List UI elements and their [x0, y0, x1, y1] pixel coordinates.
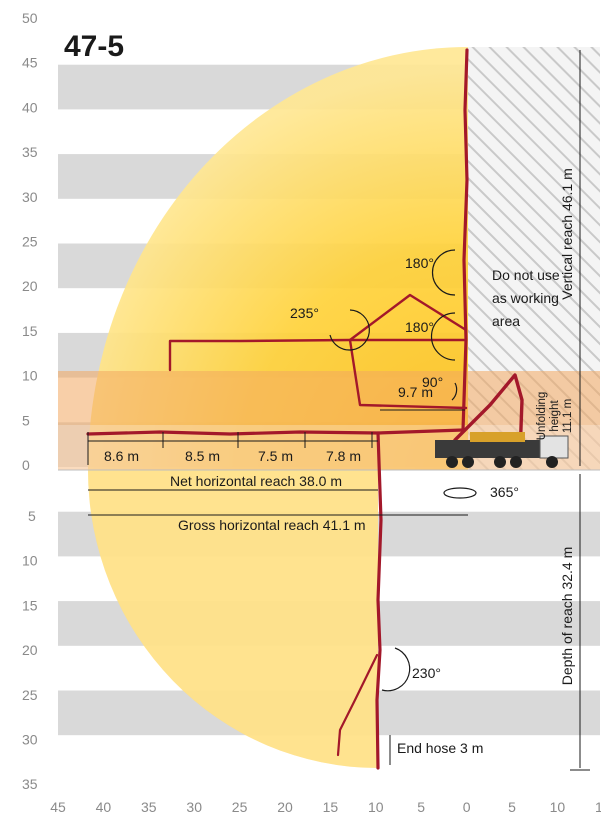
- dimension-lines: [87, 50, 590, 771]
- x-tick-label: 0: [463, 799, 471, 815]
- no-use-label-3: area: [492, 313, 520, 329]
- y-tick-label: 5: [22, 412, 30, 428]
- y-tick-label: 20: [22, 278, 38, 294]
- boom-lower-fold: [336, 653, 379, 757]
- x-tick-label: 10: [550, 799, 566, 815]
- boom-fold-235: [168, 338, 468, 372]
- rotation-365-label: 365°: [490, 484, 519, 500]
- y-tick-label: 35: [22, 776, 38, 792]
- boom-vertical: [461, 48, 469, 432]
- net-reach-label: Net horizontal reach 38.0 m: [170, 473, 342, 489]
- x-axis-ticks: 45 40 35 30 25 20 15 10 5 0 5 10 15: [50, 799, 601, 815]
- x-tick-label: 45: [50, 799, 66, 815]
- boom-fold-180: [348, 293, 468, 410]
- depth-reach-label: Depth of reach 32.4 m: [559, 547, 575, 686]
- y-tick-label: 10: [22, 368, 38, 384]
- no-use-label-2: as working: [492, 290, 559, 306]
- y-tick-label: 15: [22, 597, 38, 613]
- y-tick-label: 0: [22, 457, 30, 473]
- truck: [435, 432, 569, 468]
- y-tick-label: 15: [22, 323, 38, 339]
- y-tick-label: 50: [22, 10, 38, 26]
- vertical-reach-label: Vertical reach 46.1 m: [559, 168, 575, 300]
- boom-positions: [86, 48, 524, 770]
- rotation-arrows: [329, 249, 477, 692]
- gross-reach-label: Gross horizontal reach 41.1 m: [178, 517, 366, 533]
- y-tick-label: 40: [22, 99, 38, 115]
- annotation-labels: 8.6 m 8.5 m 7.5 m 7.8 m Net horizontal r…: [104, 168, 575, 756]
- y-tick-label: 30: [22, 189, 38, 205]
- angle-180b-label: 180°: [405, 319, 434, 335]
- x-tick-label: 15: [323, 799, 339, 815]
- y-tick-label: 5: [28, 508, 36, 524]
- end-hose-label: End hose 3 m: [397, 740, 483, 756]
- unfold-label-2: height: [549, 400, 561, 432]
- angle-235-label: 235°: [290, 305, 319, 321]
- boom-horizontal: [86, 428, 465, 436]
- boom-truck-mast: [453, 373, 524, 457]
- y-tick-label: 25: [22, 687, 38, 703]
- reach-envelope-lower: [88, 470, 378, 768]
- x-tick-label: 15: [595, 799, 601, 815]
- no-use-label-1: Do not use: [492, 267, 560, 283]
- angle-180a-label: 180°: [405, 255, 434, 271]
- reach-envelope-upper: [88, 47, 468, 470]
- x-tick-label: 35: [141, 799, 157, 815]
- segment-3-label: 7.5 m: [258, 448, 293, 464]
- unfold-label-1: Unfolding: [536, 392, 548, 441]
- y-tick-label: 45: [22, 55, 38, 71]
- segment-2-label: 8.5 m: [185, 448, 220, 464]
- x-tick-label: 25: [232, 799, 248, 815]
- y-tick-label: 35: [22, 144, 38, 160]
- dim-97-label: 9.7 m: [398, 384, 433, 400]
- model-title: 47-5: [64, 30, 124, 63]
- segment-4-label: 7.8 m: [326, 448, 361, 464]
- x-tick-label: 40: [96, 799, 112, 815]
- x-tick-label: 5: [508, 799, 516, 815]
- y-tick-label: 10: [22, 553, 38, 569]
- unfold-label-3: 11.1 m: [562, 399, 574, 433]
- y-tick-label: 30: [22, 732, 38, 748]
- angle-90-label: 90°: [422, 374, 443, 390]
- y-tick-label: 20: [22, 642, 38, 658]
- x-tick-label: 5: [417, 799, 425, 815]
- x-tick-label: 10: [368, 799, 384, 815]
- segment-1-label: 8.6 m: [104, 448, 139, 464]
- angle-230-label: 230°: [412, 665, 441, 681]
- reach-envelope-lower-fade: [88, 470, 378, 768]
- x-tick-label: 30: [186, 799, 202, 815]
- x-tick-label: 20: [277, 799, 293, 815]
- boom-down: [375, 431, 383, 770]
- y-tick-label: 25: [22, 234, 38, 250]
